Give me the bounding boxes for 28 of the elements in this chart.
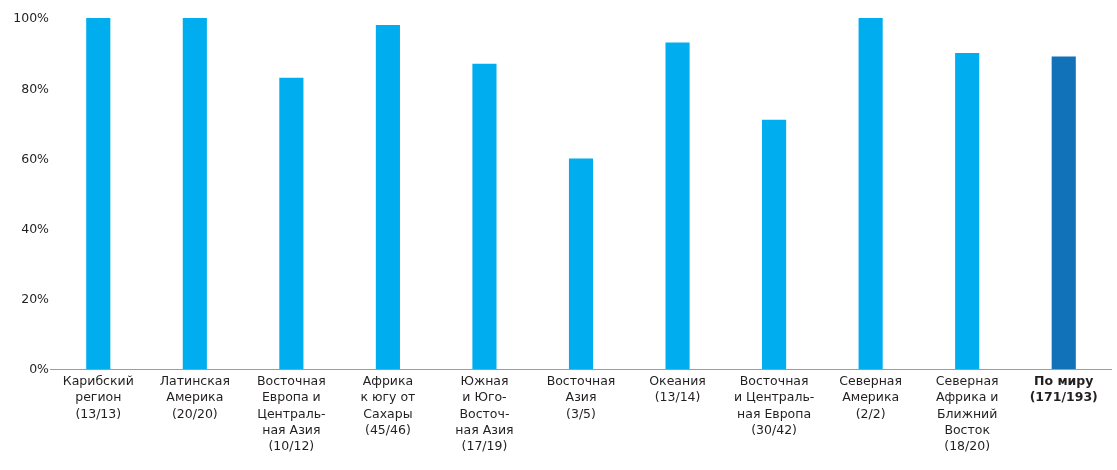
x-tick-label: Восточная Азия (3/5) [546, 373, 616, 421]
x-tick-label: Южная и Юго- Восточ- ная Азия (17/19) [455, 373, 514, 453]
x-tick-label: Океания (13/14) [649, 373, 706, 405]
bar [375, 25, 400, 369]
y-tick-label: 40% [21, 220, 50, 236]
y-tick-label: 20% [21, 291, 50, 307]
x-tick-label: Северная Африка и Ближний Восток (18/20) [935, 373, 999, 453]
bar [472, 63, 497, 369]
y-tick-label: 100% [13, 10, 50, 26]
bar [858, 18, 883, 369]
bar [1051, 56, 1076, 369]
bar [955, 53, 980, 369]
bar [762, 119, 787, 369]
x-tick-label: Латинская Америка (20/20) [159, 373, 230, 421]
x-tick-label: По миру (171/193) [1029, 373, 1098, 405]
bar [86, 18, 111, 369]
bar [279, 77, 304, 369]
x-tick-label: Карибский регион (13/13) [62, 373, 134, 421]
x-tick-label: Восточная Европа и Централь- ная Азия (10/12) [256, 373, 326, 453]
y-tick-label: 60% [21, 150, 50, 166]
x-tick-label: Африка к югу от Сахары (45/46) [360, 373, 416, 437]
x-tick-label: Восточная и Централь- ная Европа (30/42) [733, 373, 815, 437]
bar [665, 42, 690, 369]
x-tick-label: Северная Америка (2/2) [839, 373, 903, 421]
bar [182, 18, 207, 369]
bar [568, 158, 594, 369]
y-tick-label: 0% [29, 361, 50, 377]
y-tick-label: 80% [21, 80, 50, 96]
